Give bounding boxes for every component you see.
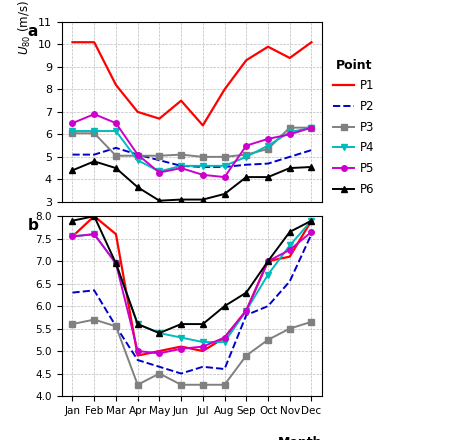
Text: Month: Month <box>278 436 322 440</box>
P6 <box>135 322 140 327</box>
P3 <box>178 382 184 387</box>
P3 <box>156 371 162 376</box>
P1 <box>135 353 140 358</box>
P6 <box>70 218 75 224</box>
P2 <box>309 231 314 237</box>
P2 <box>244 312 249 318</box>
P3 <box>200 382 206 387</box>
P1 <box>265 259 271 264</box>
P6 <box>113 261 119 266</box>
P5 <box>244 308 249 313</box>
P2 <box>222 367 228 372</box>
P2 <box>70 290 75 295</box>
P3 <box>244 353 249 358</box>
P3 <box>265 337 271 342</box>
P3 <box>91 317 97 322</box>
P6 <box>200 322 206 327</box>
P1 <box>91 213 97 219</box>
P1 <box>113 231 119 237</box>
P4 <box>91 231 97 237</box>
P5 <box>200 344 206 349</box>
P4 <box>70 234 75 239</box>
P6 <box>265 259 271 264</box>
P6 <box>222 304 228 309</box>
P3 <box>135 382 140 387</box>
P4 <box>156 330 162 336</box>
P2 <box>113 324 119 329</box>
Text: b: b <box>27 218 38 233</box>
P5 <box>91 231 97 237</box>
P5 <box>156 351 162 356</box>
P5 <box>70 234 75 239</box>
P5 <box>135 348 140 354</box>
P5 <box>178 346 184 352</box>
P1 <box>287 254 292 259</box>
P5 <box>222 335 228 340</box>
Text: a: a <box>27 24 38 39</box>
P5 <box>287 247 292 253</box>
P1 <box>222 335 228 340</box>
P4 <box>222 339 228 345</box>
Legend: P1, P2, P3, P4, P5, P6: P1, P2, P3, P4, P5, P6 <box>333 59 374 196</box>
Line: P3: P3 <box>70 317 314 388</box>
Y-axis label: $U_{80}$ (m/s): $U_{80}$ (m/s) <box>17 0 33 55</box>
P5 <box>113 261 119 266</box>
P1 <box>244 308 249 313</box>
P6 <box>156 330 162 336</box>
P5 <box>309 229 314 235</box>
P3 <box>287 326 292 331</box>
P4 <box>178 335 184 340</box>
P2 <box>200 364 206 370</box>
P3 <box>222 382 228 387</box>
P1 <box>70 234 75 239</box>
P2 <box>156 364 162 370</box>
Line: P1: P1 <box>73 216 311 356</box>
P2 <box>135 357 140 363</box>
P6 <box>309 218 314 224</box>
P5 <box>265 259 271 264</box>
P3 <box>70 322 75 327</box>
P4 <box>244 308 249 313</box>
P2 <box>178 371 184 376</box>
P6 <box>91 213 97 219</box>
P4 <box>309 218 314 224</box>
P6 <box>287 229 292 235</box>
P1 <box>178 344 184 349</box>
P1 <box>156 348 162 354</box>
P4 <box>113 261 119 266</box>
P4 <box>265 272 271 277</box>
Line: P2: P2 <box>73 234 311 374</box>
P1 <box>200 348 206 354</box>
Line: P4: P4 <box>69 217 315 345</box>
Line: P5: P5 <box>70 229 314 356</box>
Line: P6: P6 <box>69 213 315 337</box>
P4 <box>200 339 206 345</box>
P3 <box>113 324 119 329</box>
P4 <box>287 243 292 248</box>
P2 <box>287 279 292 284</box>
P6 <box>178 322 184 327</box>
P2 <box>91 288 97 293</box>
P1 <box>309 218 314 224</box>
P3 <box>309 319 314 324</box>
P2 <box>265 304 271 309</box>
P4 <box>135 322 140 327</box>
P6 <box>244 290 249 295</box>
